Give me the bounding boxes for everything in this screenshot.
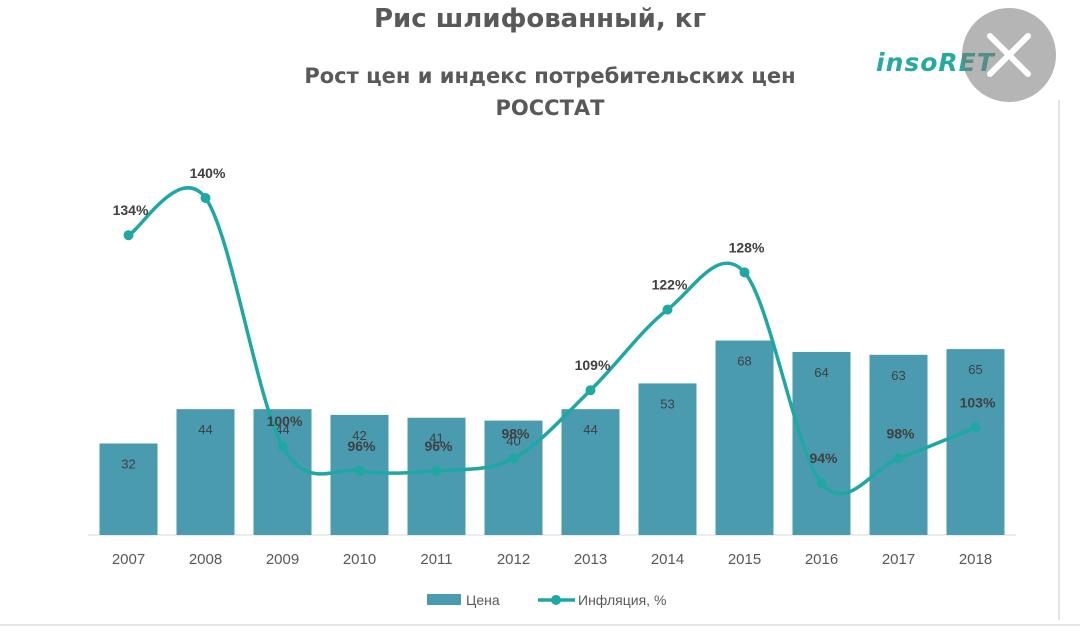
bar-value-label: 65 (968, 362, 982, 377)
bar-value-label: 44 (198, 422, 212, 437)
legend-swatch-price (427, 594, 461, 605)
inflation-point (970, 422, 981, 433)
price-bar (561, 409, 620, 535)
x-tick-label: 2011 (420, 551, 452, 568)
inflation-point-label: 103% (960, 394, 996, 410)
inflation-point-label: 98% (501, 425, 530, 441)
legend-marker-inflation (551, 595, 561, 605)
bar-value-label: 53 (660, 396, 674, 411)
bar-value-label: 44 (583, 422, 597, 437)
inflation-point-label: 94% (809, 450, 838, 466)
close-icon (987, 33, 1031, 77)
chart-title: Рис шлифованный, кг (373, 4, 707, 34)
bar-value-label: 68 (737, 354, 751, 369)
bar-value-label: 44 (275, 422, 289, 437)
x-tick-label: 2018 (959, 551, 992, 568)
inflation-point (585, 385, 596, 396)
chart-subtitle: Рост цен и индекс потребительских цен РО… (0, 60, 1080, 124)
x-tick-label: 2016 (805, 551, 838, 568)
bar-value-label: 32 (121, 456, 135, 471)
bar-value-label: 64 (814, 365, 828, 380)
legend-label-price: Цена (466, 592, 500, 608)
inflation-point (816, 478, 827, 489)
price-bar (407, 417, 466, 535)
x-tick-label: 2014 (651, 551, 684, 568)
inflation-point (508, 453, 519, 464)
close-button[interactable] (962, 8, 1056, 102)
legend-label-inflation: Инфляция, % (578, 592, 666, 608)
price-bar (638, 383, 697, 535)
bar-value-label: 63 (891, 368, 905, 383)
frame-divider (1058, 100, 1060, 620)
price-bar (869, 354, 928, 535)
inflation-point (354, 465, 365, 476)
x-tick-label: 2008 (189, 551, 222, 568)
inflation-point-label: 134% (113, 202, 149, 218)
price-bar (946, 349, 1005, 535)
x-tick-label: 2010 (343, 551, 376, 568)
bar-value-label: 40 (506, 434, 520, 449)
inflation-point-label: 128% (729, 239, 765, 255)
inflation-point (893, 453, 904, 464)
price-bar (484, 420, 543, 535)
inflation-point-label: 109% (575, 357, 611, 373)
inflation-point (277, 441, 288, 451)
inflation-point (662, 304, 673, 315)
inflation-point-label: 140% (190, 165, 226, 181)
bottom-divider (0, 624, 1080, 626)
price-bar (253, 409, 312, 535)
bar-value-label: 42 (352, 428, 366, 443)
inflation-point-label: 96% (424, 438, 453, 454)
x-tick-label: 2017 (882, 551, 915, 568)
inflation-point-label: 98% (886, 425, 915, 441)
bar-value-label: 41 (429, 431, 443, 446)
subtitle-line-1: Рост цен и индекс потребительских цен (304, 64, 796, 88)
subtitle-line-2: РОССТАТ (495, 96, 605, 120)
inflation-point (431, 465, 442, 476)
inflation-point (200, 193, 211, 203)
x-tick-label: 2015 (728, 551, 761, 568)
inflation-point-label: 96% (347, 438, 376, 454)
x-tick-label: 2007 (112, 551, 145, 568)
price-bar (176, 409, 235, 535)
x-tick-label: 2009 (266, 551, 299, 568)
inflation-point-label: 100% (267, 413, 303, 429)
x-tick-label: 2013 (574, 551, 607, 568)
price-bar (99, 443, 158, 535)
inflation-point (123, 230, 134, 241)
price-bar (715, 340, 774, 535)
inflation-point-label: 122% (652, 277, 688, 293)
x-tick-label: 2012 (497, 551, 530, 568)
inflation-point (739, 267, 750, 278)
